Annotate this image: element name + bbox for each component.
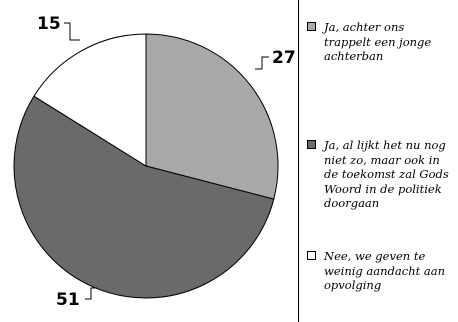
leader-line-51 <box>85 287 97 300</box>
label-leaders <box>64 22 269 300</box>
leader-line-15 <box>64 22 80 41</box>
legend-label-1: Ja, achter ons trappelt een jonge achter… <box>324 20 432 63</box>
pie-slice-2 <box>13 95 275 299</box>
legend-label-3: Nee, we geven te weinig aandacht aan opv… <box>324 249 446 292</box>
pie-slice-1 <box>145 33 279 200</box>
legend-swatch-3 <box>307 251 316 260</box>
pie-slices <box>13 33 279 299</box>
leader-line-27 <box>255 56 269 70</box>
legend-label-2: Ja, al lijkt het nu nog niet zo, maar oo… <box>324 138 449 210</box>
chart-legend: Ja, achter ons trappelt een jonge achter… <box>298 0 458 322</box>
pie-chart: 27 51 15 <box>13 14 296 310</box>
data-label-15: 15 <box>37 14 61 34</box>
data-label-27: 27 <box>272 48 296 68</box>
pie-slice-3 <box>33 33 147 167</box>
data-label-51: 51 <box>56 290 80 310</box>
legend-swatch-1 <box>307 22 316 31</box>
legend-swatch-2 <box>307 140 316 149</box>
